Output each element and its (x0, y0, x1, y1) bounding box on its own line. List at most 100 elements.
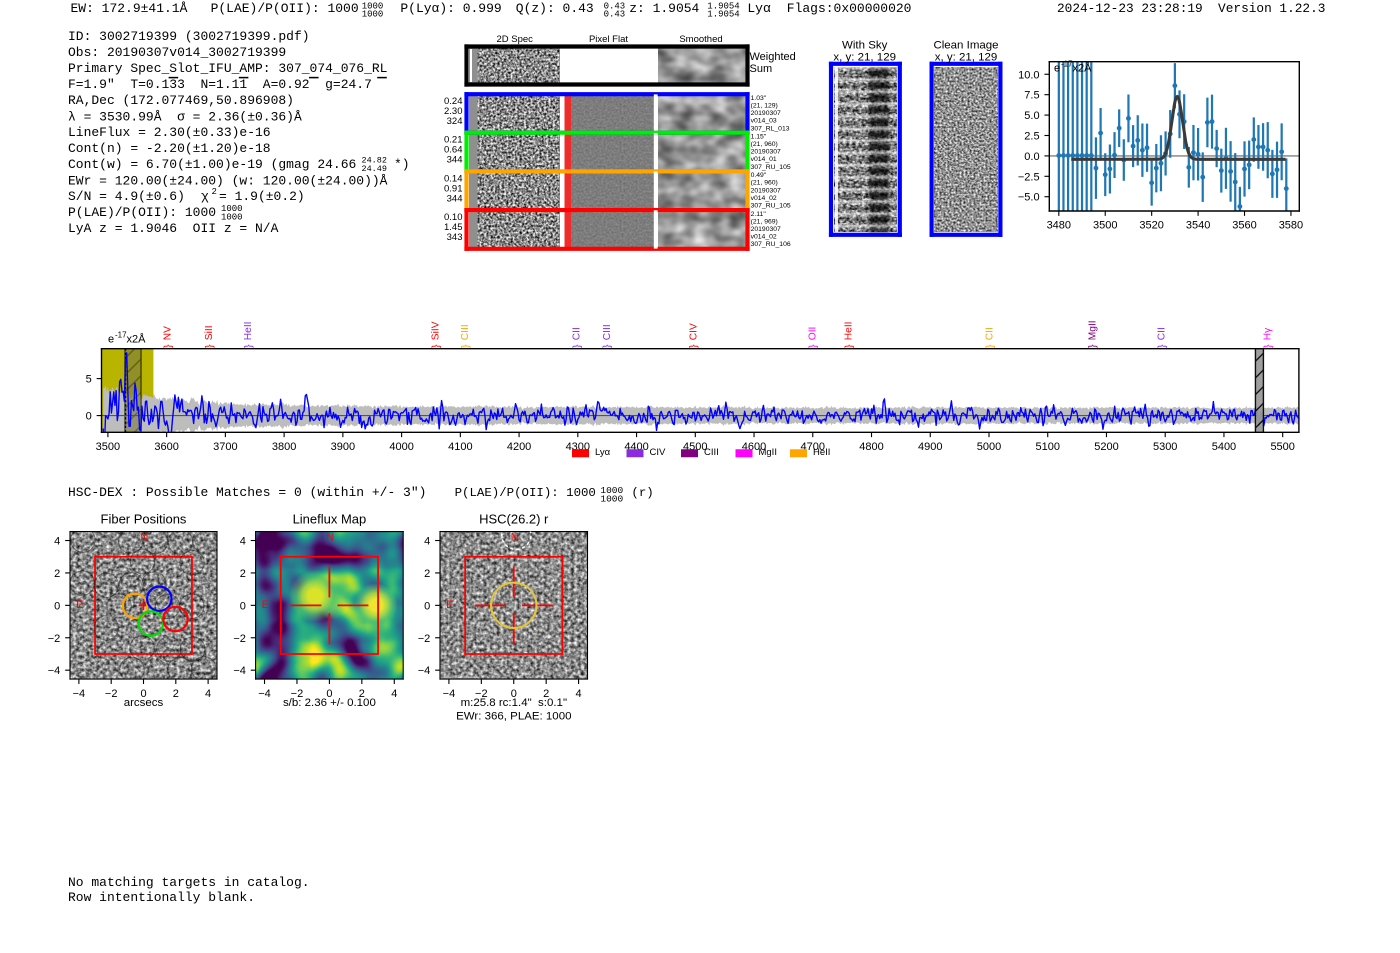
svg-text:HSC(26.2) r: HSC(26.2) r (479, 512, 549, 527)
svg-text:CIII: CIII (704, 447, 719, 458)
svg-text:0: 0 (511, 688, 517, 700)
svg-text:1.9054: 1.9054 (707, 2, 739, 12)
svg-text:Clean Image: Clean Image (933, 39, 998, 51)
svg-text:20190307: 20190307 (751, 110, 781, 117)
svg-text:3520: 3520 (1139, 220, 1163, 232)
svg-text:10.0: 10.0 (1018, 69, 1039, 81)
svg-text:20190307: 20190307 (751, 149, 781, 156)
svg-text:Cont(n) = -2.20(±1.20)e-18: Cont(n) = -2.20(±1.20)e-18 (68, 141, 271, 156)
svg-text:EWr = 120.00(±24.00) (w: 120.0: EWr = 120.00(±24.00) (w: 120.00(±24.00))… (68, 174, 388, 189)
svg-text:CIV: CIV (650, 447, 667, 458)
svg-text:307_RU_105: 307_RU_105 (751, 164, 791, 171)
svg-text:{: { (807, 345, 818, 349)
svg-text:= 1.9(±0.2): = 1.9(±0.2) (219, 189, 305, 204)
svg-text:P(LAE)/P(OII): 1000: P(LAE)/P(OII): 1000 (211, 1, 359, 16)
svg-text:E: E (262, 599, 269, 611)
svg-text:2.30: 2.30 (444, 106, 463, 117)
svg-text:LineFlux = 2.30(±0.33)e-16: LineFlux = 2.30(±0.33)e-16 (68, 125, 271, 140)
svg-text:{: { (243, 345, 254, 349)
svg-text:−4: −4 (73, 688, 86, 700)
svg-text:P(Lyα): 0.999: P(Lyα): 0.999 (400, 1, 501, 16)
svg-text:324: 324 (447, 116, 463, 127)
svg-text:0: 0 (140, 688, 146, 700)
svg-text:2D Spec: 2D Spec (496, 34, 533, 45)
svg-text:MgII: MgII (1087, 320, 1098, 340)
svg-text:2: 2 (543, 688, 549, 700)
svg-text:F=1.9" T=0.133 N=1.11 A=0.9: F=1.9" T=0.133 N=1.11 A=0.92 g=24.7 (68, 77, 372, 92)
svg-text:4000: 4000 (389, 441, 413, 453)
svg-text:7.5: 7.5 (1024, 90, 1039, 102)
svg-text:0.43: 0.43 (604, 2, 626, 12)
svg-text:3800: 3800 (272, 441, 296, 453)
svg-text:4: 4 (424, 536, 430, 548)
svg-text:CII: CII (572, 327, 583, 340)
svg-text:(21, 969): (21, 969) (751, 218, 778, 225)
svg-text:0.24: 0.24 (444, 96, 463, 107)
svg-text:EWr: 366, PLAE: 1000: EWr: 366, PLAE: 1000 (456, 711, 571, 723)
svg-text:3580: 3580 (1279, 220, 1303, 232)
svg-text:HeII: HeII (813, 447, 830, 458)
svg-text:v014_02: v014_02 (751, 195, 777, 202)
svg-text:2: 2 (359, 688, 365, 700)
svg-text:20190307: 20190307 (751, 187, 781, 194)
svg-text:S/N = 4.9(±0.6): S/N = 4.9(±0.6) (68, 189, 185, 204)
svg-text:4100: 4100 (448, 441, 472, 453)
svg-text:P(LAE)/P(OII): 1000: P(LAE)/P(OII): 1000 (455, 486, 596, 500)
svg-text:{: { (430, 345, 441, 349)
svg-text:Lineflux Map: Lineflux Map (293, 512, 367, 527)
svg-text:343: 343 (447, 232, 463, 243)
svg-text:x2Å: x2Å (1073, 61, 1093, 74)
svg-text:Obs: 20190307v014_3002719399: Obs: 20190307v014_3002719399 (68, 45, 286, 60)
svg-text:3700: 3700 (213, 441, 237, 453)
svg-text:2: 2 (54, 568, 60, 580)
svg-text:0.91: 0.91 (444, 183, 463, 194)
svg-text:v014_02: v014_02 (751, 234, 777, 241)
svg-text:−2.5: −2.5 (1018, 171, 1040, 183)
svg-text:x, y: 21, 129: x, y: 21, 129 (833, 52, 896, 64)
svg-text:0: 0 (326, 688, 332, 700)
svg-text:{: { (1262, 345, 1273, 349)
svg-text:2: 2 (240, 568, 246, 580)
svg-text:2.11": 2.11" (751, 211, 767, 218)
svg-text:x, y: 21, 129: x, y: 21, 129 (935, 52, 998, 64)
svg-text:0: 0 (240, 600, 246, 612)
svg-text:0: 0 (424, 600, 430, 612)
svg-text:N: N (140, 531, 148, 543)
svg-text:20190307: 20190307 (751, 226, 781, 233)
svg-text:−4: −4 (443, 688, 456, 700)
svg-text:Flags:0x00000020: Flags:0x00000020 (787, 1, 912, 16)
svg-text:RA,Dec (172.077469,50.896908): RA,Dec (172.077469,50.896908) (68, 93, 294, 108)
svg-text:4200: 4200 (507, 441, 531, 453)
svg-text:24.49: 24.49 (362, 164, 387, 174)
svg-text:HSC-DEX : Possible Matches = 0: HSC-DEX : Possible Matches = 0 (within +… (68, 485, 426, 500)
svg-text:(21, 960): (21, 960) (751, 180, 778, 187)
svg-text:5300: 5300 (1153, 441, 1177, 453)
svg-text:−4: −4 (48, 665, 61, 677)
svg-text:−4: −4 (418, 665, 431, 677)
svg-text:LyA z = 1.9046 OII z = N/A: LyA z = 1.9046 OII z = N/A (68, 221, 279, 236)
svg-text:24.82: 24.82 (362, 156, 387, 166)
svg-text:4: 4 (240, 536, 246, 548)
svg-text:N: N (511, 531, 519, 543)
svg-text:P(LAE)/P(OII): 1000: P(LAE)/P(OII): 1000 (68, 205, 216, 220)
svg-text:−5.0: −5.0 (1018, 192, 1040, 204)
svg-text:5.0: 5.0 (1024, 110, 1039, 122)
svg-text:−2: −2 (291, 688, 304, 700)
svg-text:2: 2 (173, 688, 179, 700)
svg-text:{: { (1156, 345, 1167, 349)
svg-text:0: 0 (86, 411, 92, 423)
svg-text:−2: −2 (233, 633, 246, 645)
svg-text:s/b: 2.36 +/- 0.100: s/b: 2.36 +/- 0.100 (283, 697, 376, 709)
svg-text:HeII: HeII (844, 322, 855, 341)
svg-text:Fiber Positions: Fiber Positions (101, 512, 187, 527)
svg-text:4: 4 (576, 688, 582, 700)
svg-text:4800: 4800 (859, 441, 883, 453)
svg-text:4: 4 (391, 688, 397, 700)
svg-text:4900: 4900 (918, 441, 942, 453)
svg-text:2: 2 (424, 568, 430, 580)
svg-text:−4: −4 (258, 688, 271, 700)
svg-text:1000: 1000 (221, 204, 243, 214)
svg-text:CII: CII (985, 327, 996, 340)
svg-text:{: { (571, 345, 582, 349)
svg-text:{: { (688, 345, 699, 349)
